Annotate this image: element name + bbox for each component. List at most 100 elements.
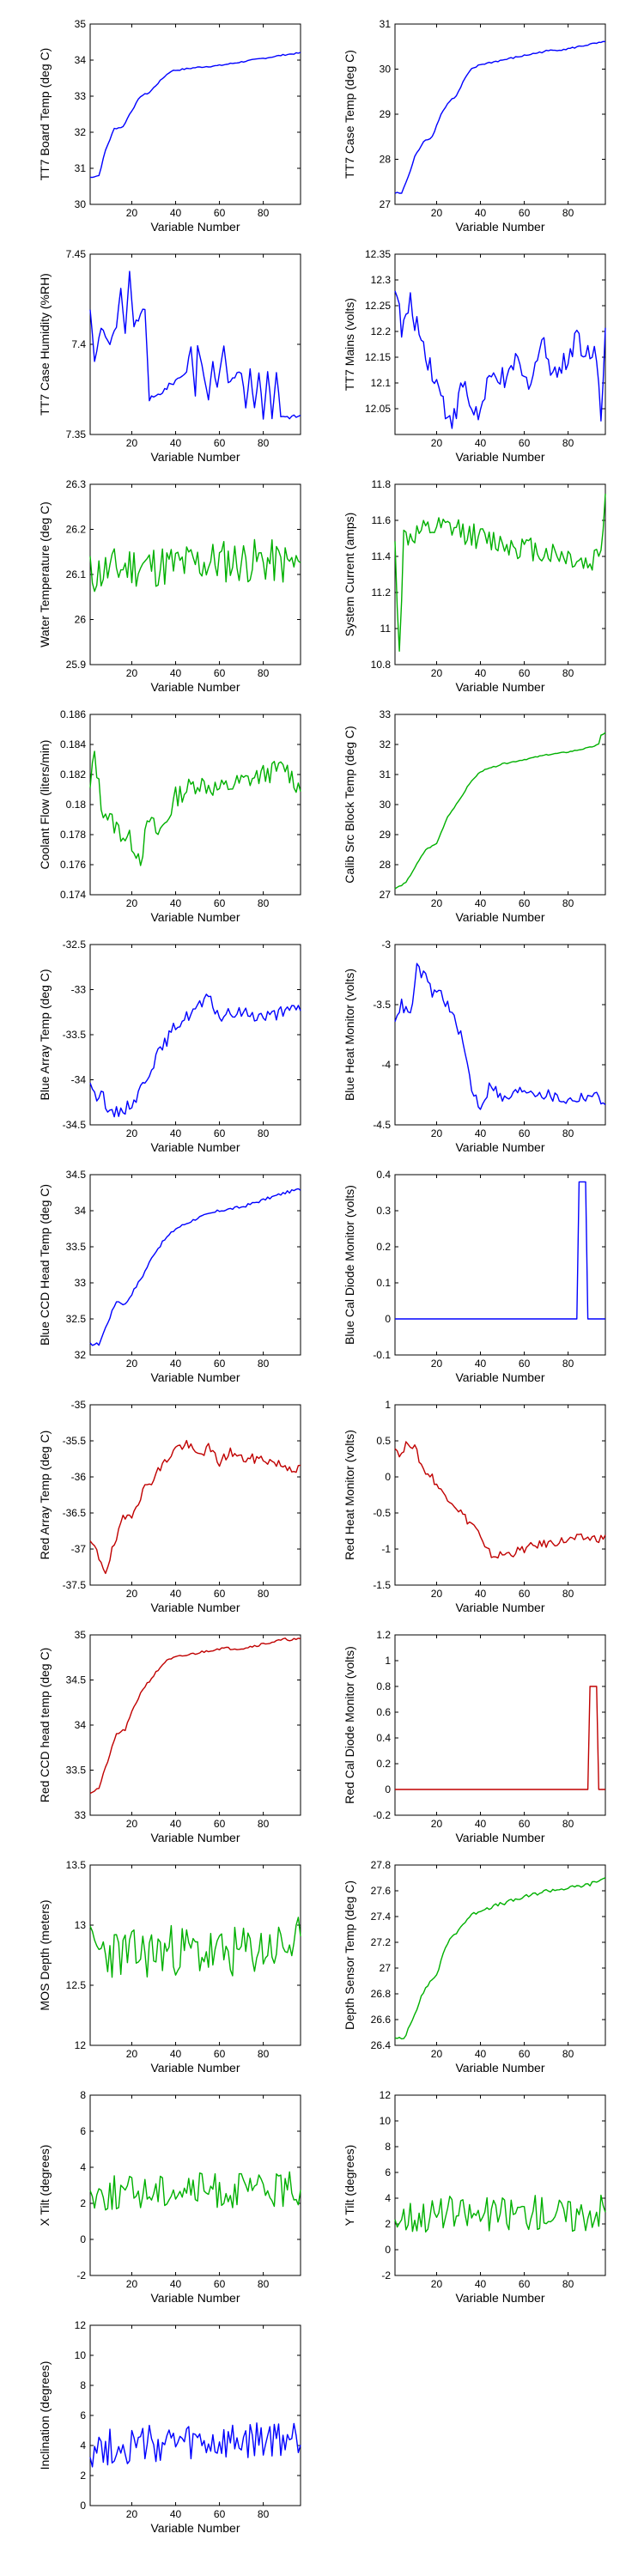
y-tick-label: 27.6	[371, 1885, 392, 1897]
y-tick-label: 12.35	[365, 248, 391, 260]
x-tick-label: 80	[258, 437, 270, 449]
y-tick-label: 12	[75, 2319, 87, 2331]
y-tick-label: 0.5	[376, 1435, 391, 1447]
y-tick-label: 6	[385, 2166, 391, 2178]
plot-frame	[89, 253, 301, 435]
y-tick-label: 26.4	[371, 2039, 392, 2051]
y-tick-label: 34.5	[66, 1169, 87, 1181]
plot-frame	[394, 944, 606, 1126]
x-tick-label: 20	[126, 1588, 138, 1600]
y-tick-label: 0.176	[60, 859, 86, 871]
y-tick-label: 33.5	[66, 1241, 87, 1253]
y-tick-label: 0	[80, 2233, 86, 2245]
x-tick-label: 60	[214, 667, 226, 679]
y-tick-label: 4	[80, 2439, 86, 2451]
y-tick-label: 30	[380, 64, 392, 76]
x-tick-label: 40	[475, 667, 487, 679]
chart-12: 20 40 60 80 -0.1 0 0.1 0.2 0.3 0.4 Variable Number…	[343, 1169, 606, 1384]
y-tick-label: 0.174	[60, 889, 86, 901]
x-tick-label: 40	[170, 2048, 182, 2060]
y-tick-label: 34	[75, 1719, 87, 1731]
y-tick-label: -35.5	[63, 1435, 87, 1447]
chart-15: 20 40 60 80 33 33.5 34 34.5 35 Variable Number Red…	[38, 1629, 301, 1844]
x-axis-label: Variable Number	[150, 1140, 240, 1154]
plot-frame	[89, 1174, 301, 1356]
y-tick-label: 0.18	[66, 799, 87, 811]
y-tick-label: 27	[380, 1962, 392, 1974]
series-line	[394, 40, 606, 194]
x-tick-label: 80	[258, 897, 270, 909]
y-tick-label: 0.178	[60, 829, 86, 841]
y-tick-label: 0.2	[376, 1241, 391, 1253]
plot-frame	[394, 253, 606, 435]
y-tick-label: -1.5	[373, 1579, 391, 1591]
y-tick-label: 29	[380, 829, 392, 841]
y-tick-label: -4.5	[373, 1119, 391, 1131]
x-tick-label: 40	[475, 207, 487, 219]
x-tick-label: 40	[475, 1127, 487, 1139]
y-tick-label: 2	[80, 2470, 86, 2482]
y-tick-label: 28	[380, 154, 392, 166]
y-tick-label: 0	[385, 1471, 391, 1483]
y-tick-label: 31	[380, 18, 392, 30]
y-tick-label: -3.5	[373, 999, 391, 1011]
x-tick-label: 60	[214, 1127, 226, 1139]
y-tick-label: 30	[380, 799, 392, 811]
y-tick-label: -34	[71, 1074, 87, 1086]
x-axis-label: Variable Number	[455, 1831, 544, 1844]
x-tick-label: 20	[126, 207, 138, 219]
y-axis-label: X Tilt (degrees)	[38, 2145, 52, 2227]
y-axis-label: Blue Cal Diode Monitor (volts)	[343, 1185, 356, 1345]
x-tick-label: 80	[258, 2278, 270, 2290]
x-tick-label: 80	[562, 1127, 574, 1139]
y-tick-label: 32.5	[66, 1313, 87, 1325]
series-line	[89, 270, 301, 420]
y-axis-label: Water Temperature (deg C)	[38, 501, 52, 647]
y-tick-label: 26.8	[371, 1988, 392, 2000]
y-tick-label: 12	[380, 2089, 392, 2101]
x-tick-label: 80	[562, 2278, 574, 2290]
chart-2: 20 40 60 80 27 28 29 30 31 Variable Number TT7 Cas…	[343, 18, 606, 234]
y-tick-label: 12.2	[371, 325, 392, 337]
plot-frame	[394, 1404, 606, 1586]
y-tick-label: 10.8	[371, 659, 392, 671]
series-line	[395, 1181, 605, 1320]
x-tick-label: 40	[170, 2508, 182, 2520]
x-axis-label: Variable Number	[455, 2291, 544, 2305]
y-tick-label: 8	[385, 2141, 391, 2153]
x-axis-label: Variable Number	[150, 1831, 240, 1844]
x-tick-label: 60	[214, 2048, 226, 2060]
x-tick-label: 80	[562, 1818, 574, 1830]
x-tick-label: 20	[431, 1358, 443, 1370]
x-tick-label: 20	[126, 1127, 138, 1139]
x-tick-label: 60	[214, 207, 226, 219]
y-tick-label: -2	[76, 2269, 86, 2281]
y-tick-label: 13.5	[66, 1859, 87, 1871]
y-tick-label: 12.25	[365, 300, 391, 312]
chart-4: 20 40 60 80 12.05 12.1 12.15 12.2 12.25 12.3 12.35…	[343, 248, 606, 464]
y-tick-label: 0.3	[376, 1205, 391, 1217]
x-axis-label: Variable Number	[150, 450, 240, 464]
series-line	[89, 1917, 301, 1978]
y-tick-label: -0.5	[373, 1507, 391, 1519]
y-tick-label: 27	[380, 889, 392, 901]
x-axis-label: Variable Number	[455, 1140, 544, 1154]
y-axis-label: Red CCD head temp (deg C)	[38, 1648, 52, 1803]
chart-11: 20 40 60 80 32 32.5 33 33.5 34 34.5 Variable Numbe…	[38, 1169, 301, 1384]
x-axis-label: Variable Number	[455, 910, 544, 924]
y-tick-label: 32	[75, 1349, 87, 1361]
y-tick-label: 28	[380, 859, 392, 871]
x-tick-label: 40	[475, 1588, 487, 1600]
series-line	[395, 1686, 605, 1790]
y-tick-label: 0.184	[60, 738, 86, 750]
series-line	[89, 993, 301, 1118]
y-axis-label: Red Array Temp (deg C)	[38, 1431, 52, 1560]
y-tick-label: 0	[385, 1783, 391, 1795]
y-tick-label: 12.15	[365, 351, 391, 363]
y-axis-label: Y Tilt (degrees)	[343, 2145, 356, 2227]
x-tick-label: 60	[519, 1588, 531, 1600]
x-tick-label: 60	[519, 2048, 531, 2060]
y-tick-label: 0.6	[376, 1706, 391, 1718]
x-tick-label: 60	[519, 207, 531, 219]
chart-18: 20 40 60 80 26.4 26.6 26.8 27 27.2 27.4 27.6 27.8 Va…	[343, 1859, 606, 2075]
